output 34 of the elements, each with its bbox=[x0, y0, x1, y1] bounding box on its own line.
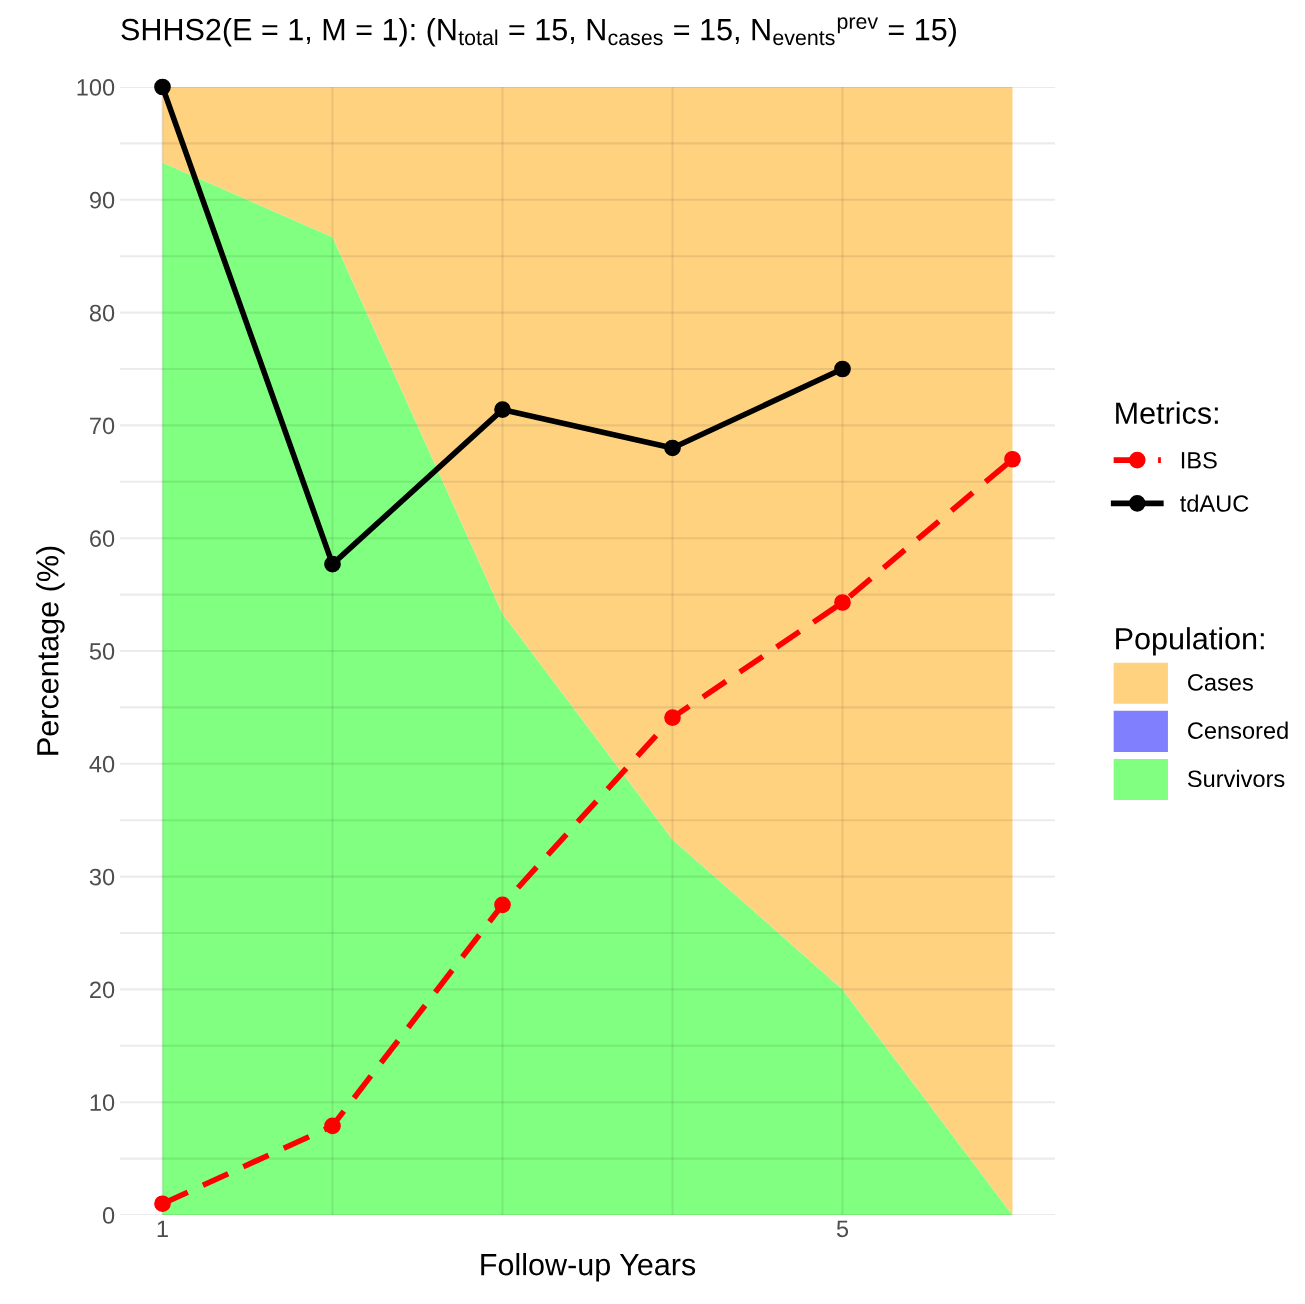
point bbox=[154, 78, 171, 96]
y-tick-label: 70 bbox=[90, 417, 115, 435]
point bbox=[664, 709, 681, 726]
point bbox=[834, 594, 851, 611]
y-tick-label: 60 bbox=[90, 530, 115, 547]
text: Metrics: bbox=[1116, 401, 1218, 424]
y-tick-label: 30 bbox=[89, 868, 115, 886]
legend-label: tdAUC bbox=[1180, 494, 1249, 512]
point bbox=[324, 555, 341, 573]
point bbox=[834, 360, 851, 378]
legend-label: Survivors bbox=[1187, 769, 1285, 788]
point bbox=[1004, 450, 1021, 468]
y-tick-label: 50 bbox=[89, 643, 115, 660]
legend-label: Cases bbox=[1188, 674, 1253, 691]
y-tick-label: 90 bbox=[89, 191, 115, 209]
y-tick-label: 100 bbox=[77, 79, 115, 96]
chart-title: SHHS2(E = 1, M = 1): (N$_{total}$ = 15, N$_{cases}$ = 15, N$_{events}$$^{prev}$ = 15) bbox=[121, 17, 956, 47]
y-tick-label: 40 bbox=[89, 755, 115, 773]
y-tick-label: 0 bbox=[102, 1207, 115, 1224]
x-axis-title: Follow-up Years bbox=[481, 1252, 696, 1282]
point bbox=[494, 896, 511, 914]
x-tick-label: 5 bbox=[836, 1220, 849, 1238]
point bbox=[664, 439, 681, 457]
text: Population: bbox=[1116, 627, 1264, 656]
point bbox=[494, 401, 511, 418]
x-tick-label: 1 bbox=[157, 1220, 168, 1237]
point bbox=[154, 1195, 171, 1213]
legend-label: Censored bbox=[1188, 721, 1288, 739]
y-axis-title: Percentage (%) bbox=[36, 546, 65, 755]
y-tick-label: 80 bbox=[89, 304, 115, 322]
y-tick-label: 10 bbox=[90, 1094, 115, 1111]
legend-label: IBS bbox=[1181, 451, 1217, 469]
point bbox=[324, 1117, 341, 1135]
y-tick-label: 20 bbox=[90, 981, 115, 999]
